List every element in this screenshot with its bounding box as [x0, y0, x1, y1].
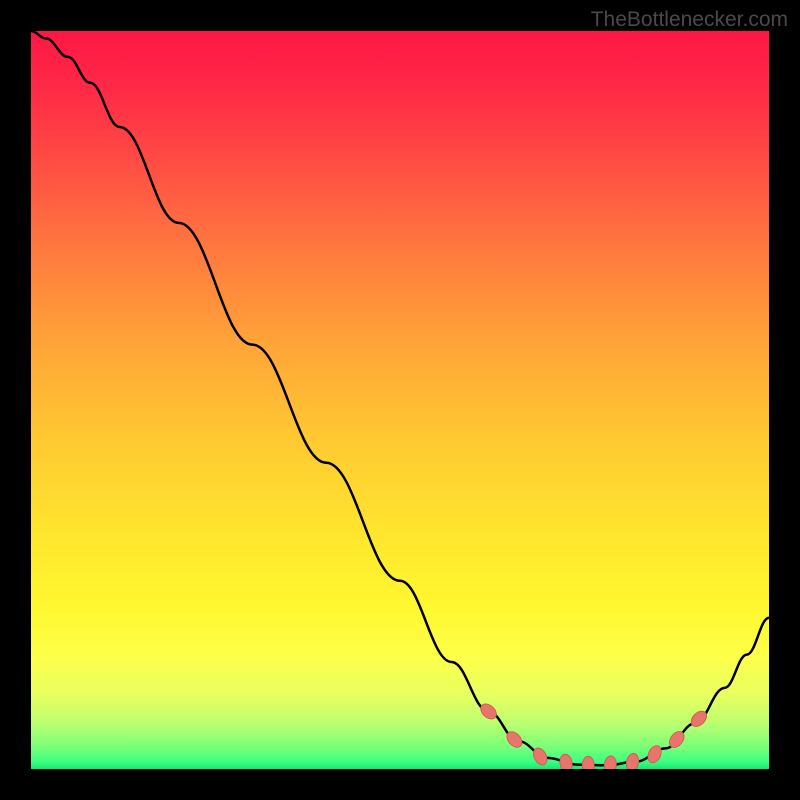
bottleneck-curve-layer	[31, 31, 769, 769]
bottleneck-curve	[31, 31, 769, 765]
curve-markers-group	[478, 701, 710, 769]
curve-marker	[625, 752, 640, 769]
watermark-text: TheBottlenecker.com	[591, 8, 788, 32]
chart-plot-area	[31, 31, 769, 769]
curve-marker	[645, 744, 663, 765]
curve-marker	[559, 753, 574, 769]
curve-marker	[582, 756, 594, 769]
curve-marker	[604, 755, 618, 769]
curve-marker	[478, 701, 499, 722]
